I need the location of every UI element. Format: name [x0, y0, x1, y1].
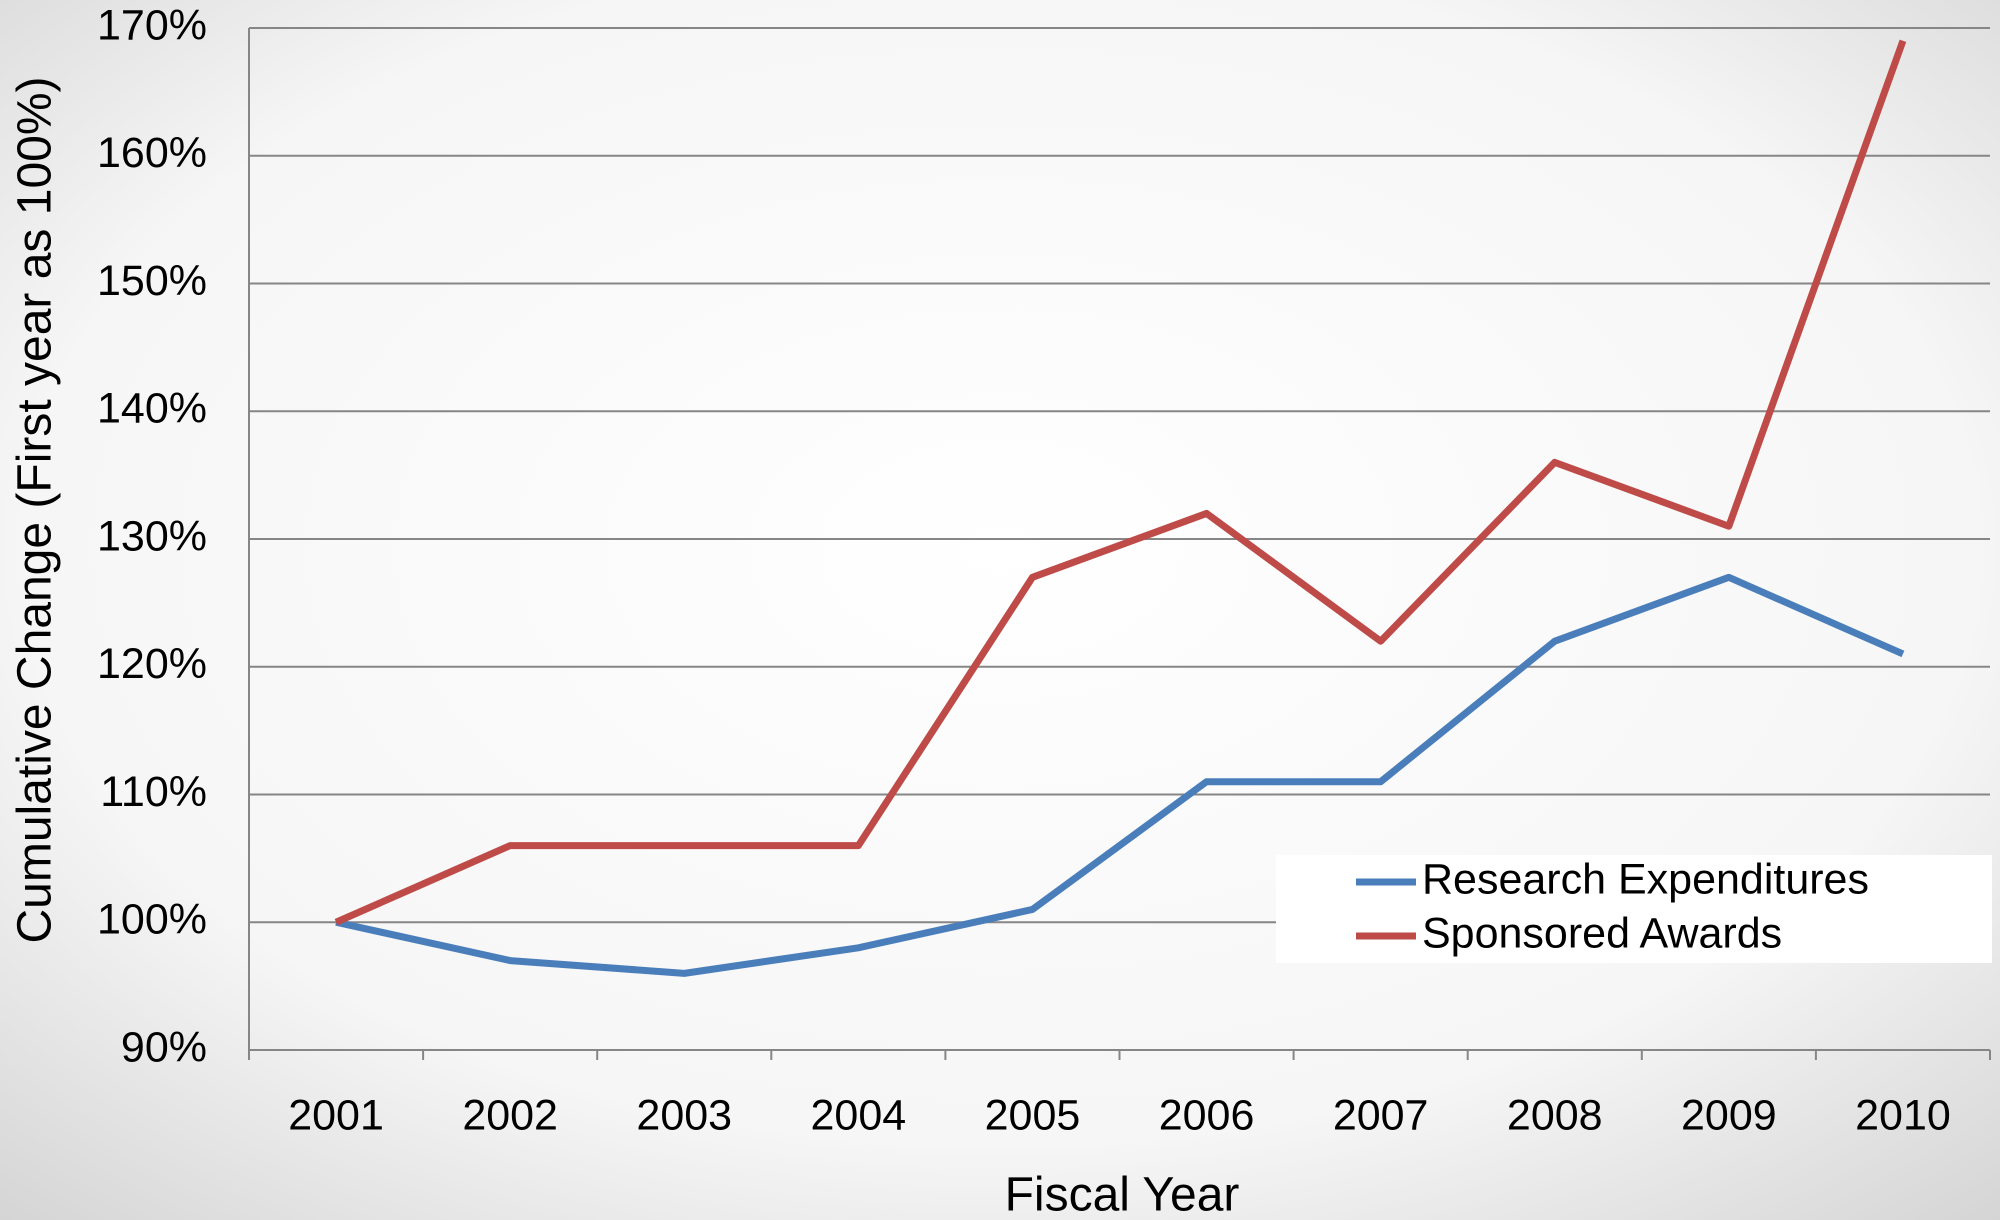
y-tick-label: 140%	[97, 385, 207, 433]
y-tick-label: 90%	[121, 1023, 207, 1071]
x-tick-label: 2008	[1507, 1091, 1603, 1139]
x-tick-label: 2005	[985, 1091, 1081, 1139]
legend-label: Research Expenditures	[1422, 855, 1869, 903]
y-tick-label: 160%	[97, 129, 207, 177]
y-tick-label: 100%	[97, 896, 207, 944]
legend: Research Expenditures Sponsored Awards	[1276, 855, 1992, 963]
y-tick-label: 110%	[100, 768, 207, 816]
x-tick-label: 2007	[1333, 1091, 1429, 1139]
series-line	[335, 573, 1905, 977]
legend-box	[1276, 855, 1992, 963]
x-tick-label: 2006	[1159, 1091, 1255, 1139]
x-tick-label: 2003	[636, 1091, 732, 1139]
y-tick-label: 150%	[97, 257, 207, 305]
y-tick-label: 120%	[97, 640, 207, 688]
x-tick-label: 2010	[1855, 1091, 1951, 1139]
y-tick-label: 130%	[97, 512, 207, 560]
x-tick-label: 2004	[811, 1091, 907, 1139]
y-axis-title: Cumulative Change (First year as 100%)	[9, 76, 62, 943]
x-tick-label: 2002	[462, 1091, 558, 1139]
x-axis-title: Fiscal Year	[1005, 1169, 1240, 1220]
legend-label: Sponsored Awards	[1422, 909, 1782, 957]
y-tick-label: 170%	[97, 1, 207, 49]
x-tick-label: 2009	[1681, 1091, 1777, 1139]
x-tick-label: 2001	[288, 1091, 384, 1139]
series-line	[334, 39, 1907, 926]
